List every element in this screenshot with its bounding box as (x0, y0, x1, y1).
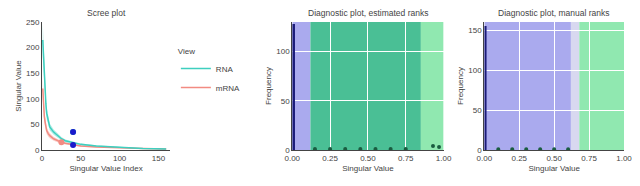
svg-text:150: 150 (152, 154, 166, 163)
svg-text:0: 0 (40, 154, 45, 163)
svg-text:Diagnostic plot, estimated ran: Diagnostic plot, estimated ranks (308, 8, 428, 18)
svg-text:200: 200 (26, 43, 40, 52)
svg-text:Frequency: Frequency (264, 67, 273, 105)
svg-text:Singular Value: Singular Value (528, 164, 580, 173)
svg-text:0.50: 0.50 (360, 154, 376, 163)
svg-text:0: 0 (285, 146, 290, 155)
svg-text:0.75: 0.75 (398, 154, 414, 163)
svg-text:50: 50 (473, 106, 482, 115)
svg-text:100: 100 (26, 95, 40, 104)
svg-text:250: 250 (26, 18, 40, 27)
svg-text:100: 100 (113, 154, 127, 163)
svg-text:Frequency: Frequency (456, 67, 465, 105)
svg-text:RNA: RNA (216, 65, 234, 74)
svg-text:0.00: 0.00 (477, 154, 493, 163)
svg-text:0.25: 0.25 (511, 154, 527, 163)
svg-text:50: 50 (76, 154, 85, 163)
svg-text:Singular Value: Singular Value (14, 60, 23, 112)
svg-text:mRNA: mRNA (216, 84, 240, 93)
svg-text:150: 150 (26, 69, 40, 78)
svg-text:0.00: 0.00 (284, 154, 300, 163)
svg-text:0: 0 (477, 146, 482, 155)
svg-text:0.50: 0.50 (546, 154, 562, 163)
svg-text:50: 50 (30, 120, 39, 129)
svg-text:100: 100 (468, 66, 482, 75)
svg-text:1.00: 1.00 (436, 154, 452, 163)
svg-text:View: View (178, 47, 195, 56)
svg-text:100: 100 (276, 47, 290, 56)
svg-text:0.25: 0.25 (322, 154, 338, 163)
svg-text:Singular Value Index: Singular Value Index (69, 164, 142, 173)
svg-text:50: 50 (281, 97, 290, 106)
svg-text:0: 0 (35, 146, 40, 155)
svg-text:1.00: 1.00 (616, 154, 632, 163)
svg-text:150: 150 (468, 26, 482, 35)
svg-text:Scree plot: Scree plot (87, 8, 126, 18)
svg-text:0.75: 0.75 (581, 154, 597, 163)
svg-text:Diagnostic plot, manual ranks: Diagnostic plot, manual ranks (498, 8, 610, 18)
svg-text:Singular Value: Singular Value (342, 164, 394, 173)
